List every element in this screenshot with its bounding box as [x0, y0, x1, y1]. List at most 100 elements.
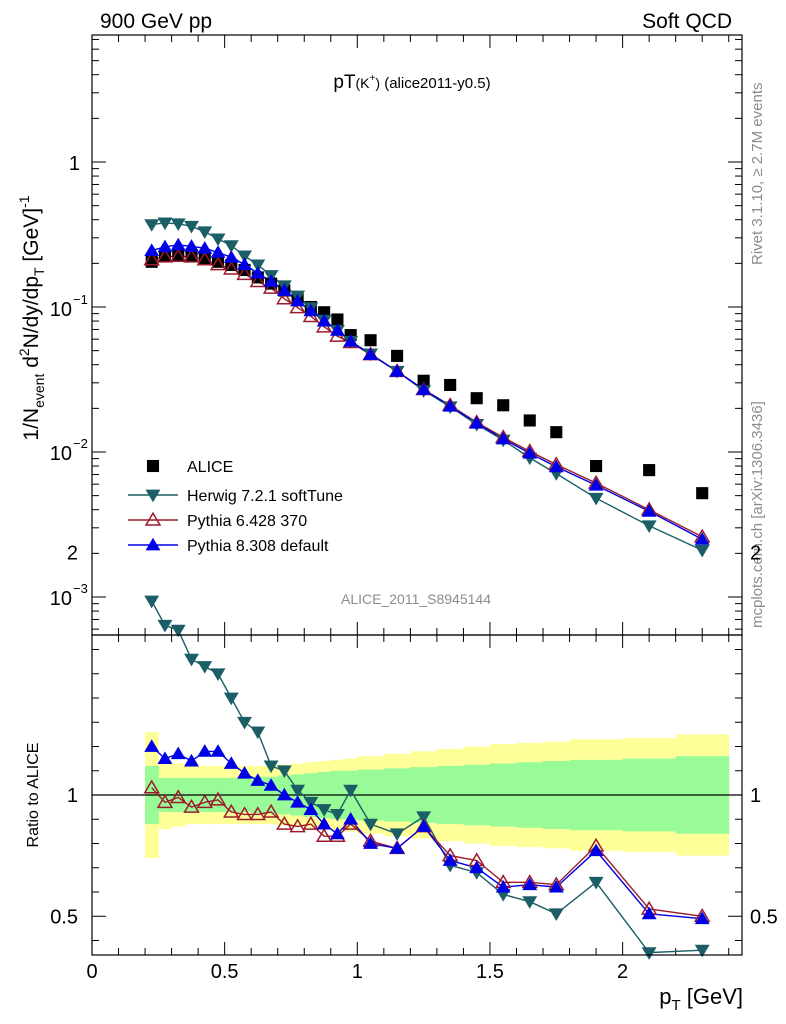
ratio-data-point [442, 853, 458, 866]
main-data-point [169, 248, 187, 263]
ratio-data-point [276, 765, 292, 778]
ratio-data-point [641, 947, 657, 960]
ratio-data-point [641, 906, 657, 920]
main-data-point [157, 217, 173, 231]
main-data-point [276, 283, 292, 296]
legend-marker [146, 459, 160, 473]
ratio-data-point [522, 877, 538, 891]
main-data-point [391, 349, 404, 362]
ratio-data-point [389, 841, 405, 854]
main-plot-area [91, 35, 742, 635]
ratio-data-point [263, 778, 279, 791]
main-data-point [470, 392, 483, 405]
main-data-point [236, 266, 253, 281]
main-data-point [696, 487, 709, 500]
main-data-point [237, 257, 252, 271]
ratio-series-line [151, 787, 703, 917]
main-y-tick-label-1e-1: 10 [50, 299, 72, 321]
ratio-data-point [223, 756, 239, 769]
ratio-data-point [183, 798, 200, 813]
header-left: 900 GeV pp [100, 10, 212, 33]
ratio-data-point [302, 815, 320, 830]
ratio-data-point [495, 879, 511, 893]
ratio-data-point [548, 879, 564, 893]
legend: ALICE Herwig 7.2.1 softTune Pythia 6.428 3… [128, 459, 343, 555]
main-data-point [290, 293, 306, 307]
ratio-data-point [276, 787, 292, 801]
main-data-point [550, 426, 563, 439]
main-y-axis-label: 1/Nevent d2N/dy/dpT [GeV]-1 [16, 195, 47, 440]
main-data-point [156, 248, 174, 263]
ratio-data-point [694, 944, 710, 958]
main-data-point [363, 347, 379, 360]
main-data-point [170, 218, 186, 231]
ratio-y-tick-label: 2 [67, 543, 78, 565]
ratio-data-point [144, 595, 160, 609]
main-data-point [172, 248, 185, 261]
ratio-y-tick-label: 0.5 [50, 906, 78, 928]
main-data-point [184, 239, 199, 252]
main-data-point [211, 255, 225, 268]
ratio-data-point [389, 828, 405, 841]
main-data-point [590, 460, 603, 473]
ratio-data-point [329, 809, 345, 822]
ratio-data-point [143, 779, 160, 794]
ratio-data-point [548, 908, 564, 922]
main-data-point [316, 313, 332, 327]
ratio-data-point [363, 818, 379, 832]
x-tick-label: 1 [352, 961, 363, 983]
ratio-data-point [588, 843, 604, 857]
ratio-data-point [209, 791, 227, 806]
main-data-point [197, 241, 213, 254]
main-data-point [262, 279, 280, 294]
main-data-point [183, 248, 200, 263]
ratio-y-tick-label: 1 [67, 785, 78, 807]
main-data-point [643, 464, 656, 477]
ratio-data-point [157, 751, 173, 765]
ratio-data-point [276, 815, 293, 830]
ratio-data-point [343, 784, 359, 798]
watermark-analysis-name: ALICE_2011_S8945144 [341, 591, 491, 607]
main-data-point [442, 398, 458, 412]
main-data-point [210, 233, 226, 247]
ratio-data-point [184, 753, 199, 767]
ratio-data-point [694, 911, 710, 925]
ratio-data-point [469, 860, 485, 874]
ratio-data-point [290, 795, 306, 808]
ratio-data-point [169, 789, 187, 804]
legend-marker [145, 537, 161, 551]
main-data-point [495, 431, 511, 445]
legend-label: Pythia 8.308 default [187, 538, 329, 555]
main-y-tick-exp-1e-2: −2 [73, 436, 88, 451]
ratio-data-point [156, 794, 174, 809]
main-data-point [588, 492, 604, 506]
main-title: pT(K+) (alice2011-y0.5) [333, 72, 490, 93]
ratio-data-point [588, 876, 604, 890]
ratio-data-point [416, 819, 432, 832]
main-data-point [389, 364, 405, 377]
main-title-prefix: pT [333, 72, 356, 93]
ratio-y-tick-label-right: 0.5 [750, 906, 778, 928]
main-data-point [469, 415, 485, 429]
ratio-data-point [170, 746, 186, 760]
main-title-suffix: ) [375, 75, 380, 91]
main-data-point [263, 274, 279, 287]
x-tick-label: 1.5 [476, 961, 504, 983]
ratio-y-tick-label-right: 2 [750, 543, 761, 565]
x-axis-label: pT [GeV] [659, 984, 743, 1014]
main-data-point [343, 334, 359, 347]
main-data-point [331, 313, 344, 326]
ratio-data-point [223, 692, 239, 706]
ratio-data-point [329, 826, 345, 840]
ratio-data-point [250, 726, 266, 740]
main-data-point [223, 240, 239, 253]
ratio-data-point [290, 784, 306, 798]
main-data-point [417, 374, 430, 387]
x-tick-label: 0.5 [211, 961, 239, 983]
main-data-point [276, 290, 293, 305]
ratio-data-point [315, 828, 333, 843]
ratio-data-point [210, 744, 226, 757]
legend-label: ALICE [187, 459, 233, 476]
ratio-data-point [197, 744, 213, 757]
